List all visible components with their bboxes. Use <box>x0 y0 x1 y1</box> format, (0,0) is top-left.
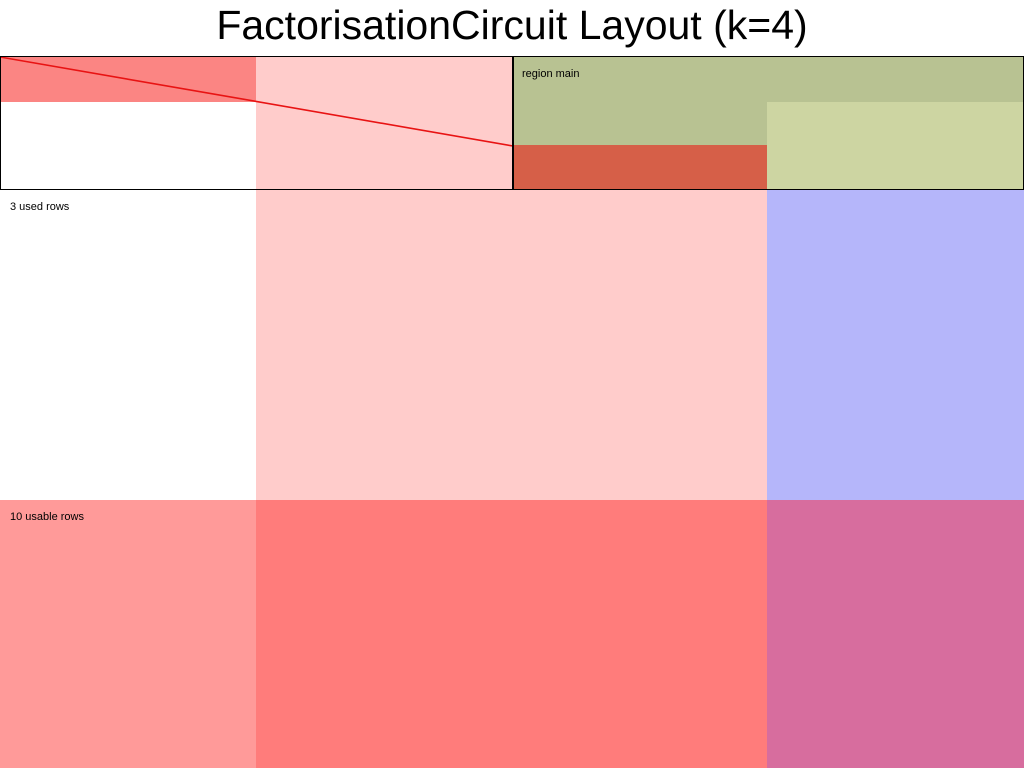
middle-periwinkle-cell <box>767 190 1024 500</box>
middle-pink-cell <box>256 190 767 500</box>
bottom-rose-cell <box>767 500 1024 768</box>
top-band-divider <box>512 57 514 190</box>
used-rows-label: 3 used rows <box>10 201 70 213</box>
usable-rows-label: 10 usable rows <box>10 511 84 523</box>
bottom-salmon-cell <box>256 500 767 768</box>
top-brick-cell <box>513 145 767 190</box>
middle-white-cell <box>0 190 256 500</box>
bottom-light-salmon-cell <box>0 500 256 768</box>
region-main-label: region main <box>522 68 580 80</box>
figure-title: FactorisationCircuit Layout (k=4) <box>216 2 808 48</box>
top-light-green-cell <box>767 102 1024 190</box>
